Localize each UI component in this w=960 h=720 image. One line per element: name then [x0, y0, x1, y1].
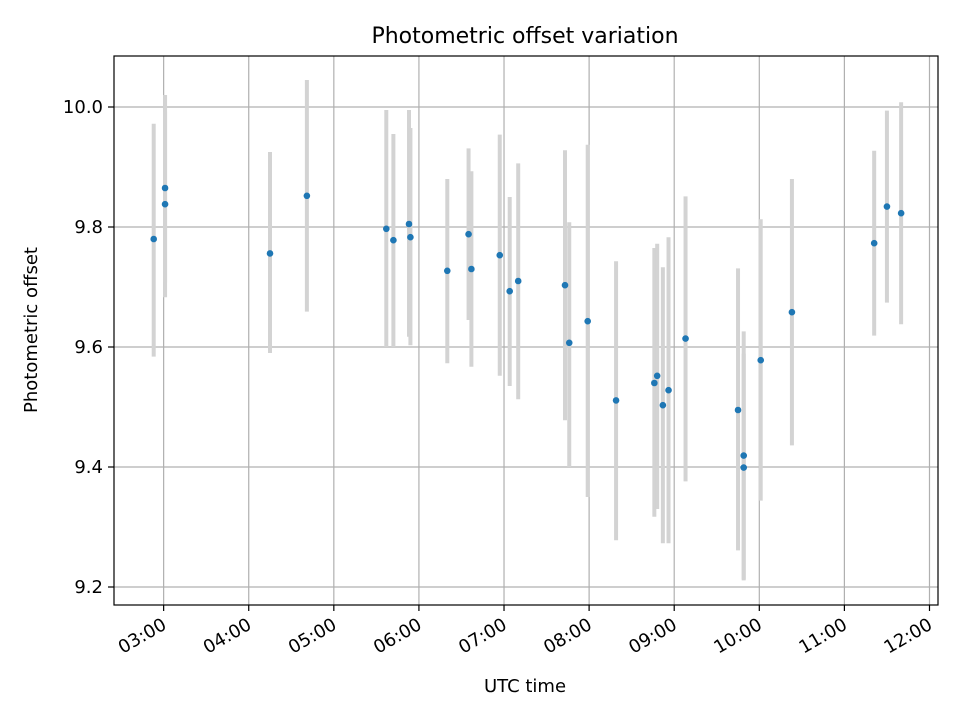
- data-point: [468, 265, 475, 273]
- data-points: [150, 184, 905, 471]
- data-point: [161, 184, 169, 192]
- data-point: [514, 277, 522, 285]
- y-tick-label: 9.4: [74, 457, 103, 478]
- data-point: [465, 230, 472, 238]
- data-point: [665, 386, 672, 394]
- data-point: [740, 464, 748, 471]
- plot-frame: [113, 55, 939, 606]
- x-axis-label: UTC time: [484, 676, 566, 697]
- data-point: [659, 401, 667, 409]
- data-point: [870, 239, 878, 247]
- data-point: [390, 236, 397, 244]
- chart-title: Photometric offset variation: [371, 24, 678, 49]
- data-point: [561, 281, 569, 289]
- data-point: [612, 397, 620, 404]
- data-point: [150, 235, 158, 243]
- data-point: [653, 372, 661, 380]
- y-tick-label: 9.8: [74, 217, 103, 238]
- data-point: [266, 250, 274, 257]
- data-point: [303, 192, 311, 200]
- data-point: [740, 452, 748, 459]
- data-point: [443, 267, 451, 275]
- data-point: [682, 335, 689, 342]
- data-point: [788, 308, 796, 316]
- data-point: [734, 406, 742, 414]
- y-tick-label: 9.2: [74, 577, 103, 598]
- data-point: [565, 339, 573, 347]
- data-point: [161, 200, 169, 208]
- data-point: [651, 379, 658, 387]
- data-point: [584, 317, 591, 325]
- y-tick-label: 10.0: [63, 97, 103, 118]
- data-point: [496, 251, 504, 259]
- data-point: [506, 287, 513, 295]
- data-point: [383, 225, 390, 233]
- y-axis-label: Photometric offset: [21, 247, 42, 413]
- y-tick-label: 9.6: [74, 337, 103, 358]
- data-point: [883, 203, 891, 210]
- data-point: [407, 233, 414, 241]
- data-point: [897, 209, 905, 217]
- data-point: [405, 220, 413, 228]
- data-point: [757, 356, 765, 364]
- y-axis-ticks: 9.2 9.4 9.6 9.8 10.0: [63, 97, 114, 598]
